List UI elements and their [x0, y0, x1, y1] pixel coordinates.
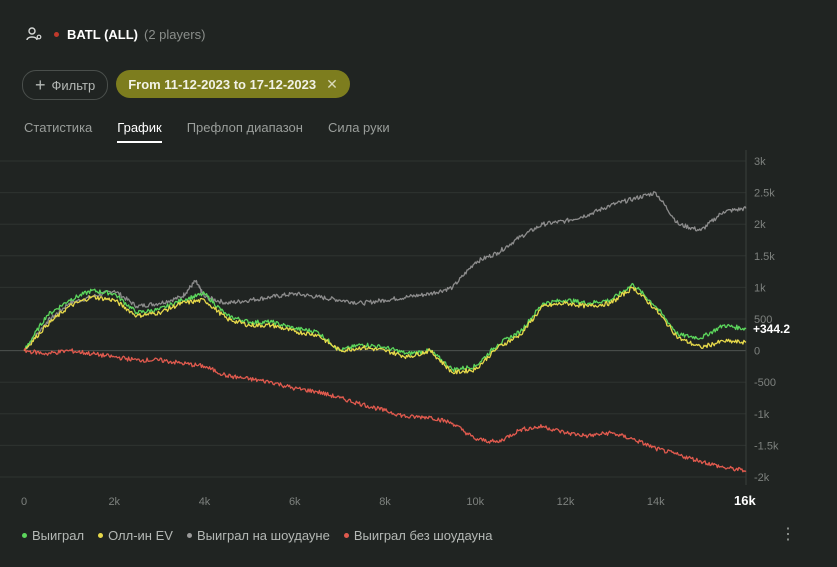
header: BATL (ALL) (2 players)	[26, 24, 205, 44]
y-tick-label: 500	[754, 314, 772, 326]
series-line	[23, 347, 747, 473]
legend-item-non-showdown[interactable]: Выиграл без шоудауна	[343, 528, 493, 543]
legend-dot	[22, 533, 27, 538]
add-filter-label: Фильтр	[51, 77, 96, 93]
series-line	[23, 191, 747, 351]
more-vertical-icon[interactable]: ⋮	[780, 526, 796, 543]
legend-label: Выиграл без шоудауна	[353, 528, 493, 543]
y-tick-label: 2k	[754, 219, 766, 231]
legend-item-won[interactable]: Выиграл	[22, 528, 84, 543]
x-tick-label: 4k	[199, 496, 211, 508]
legend-item-showdown[interactable]: Выиграл на шоудауне	[186, 528, 330, 543]
tab-graph[interactable]: График	[117, 120, 162, 143]
user-settings-icon[interactable]	[26, 26, 42, 42]
x-tick-label: 10k	[466, 496, 484, 508]
legend-label: Олл-ин EV	[108, 528, 173, 543]
x-tick-label: 16k	[734, 493, 756, 508]
date-range-label: From 11-12-2023 to 17-12-2023	[128, 76, 317, 92]
date-range-chip[interactable]: From 11-12-2023 to 17-12-2023 ✕	[116, 70, 350, 98]
filter-bar: + Фильтр From 11-12-2023 to 17-12-2023 ✕	[22, 70, 350, 100]
legend-label: Выиграл	[32, 528, 85, 543]
x-tick-label: 14k	[647, 496, 665, 508]
series-line	[23, 286, 747, 375]
y-tick-label: 3k	[754, 156, 766, 168]
legend-dot	[186, 533, 192, 538]
x-tick-label: 2k	[108, 496, 120, 508]
results-chart: 3k 2.5k 2k 1.5k 1k 500 0 -500 -1k -1.5k -2k 0 2k 4k 6k…	[0, 150, 790, 508]
legend-label: Выиграл на шоудауне	[196, 528, 330, 543]
status-dot	[54, 31, 59, 37]
tab-hand-strength[interactable]: Сила руки	[327, 120, 390, 135]
chart-legend: Выиграл Олл-ин EV Выиграл на шоудауне Вы…	[22, 528, 492, 543]
tab-statistics[interactable]: Статистика	[24, 120, 93, 135]
legend-dot	[343, 533, 349, 538]
legend-dot	[98, 533, 104, 538]
players-count: (2 players)	[144, 26, 206, 42]
x-tick-label: 8k	[379, 496, 391, 508]
x-tick-label: 6k	[289, 496, 301, 508]
add-filter-button[interactable]: + Фильтр	[22, 70, 109, 100]
x-tick-label: 12k	[557, 496, 575, 508]
legend-item-allin-ev[interactable]: Олл-ин EV	[98, 528, 173, 543]
plus-icon: +	[35, 75, 46, 95]
y-tick-label: -1k	[754, 409, 770, 421]
y-tick-label: -2k	[754, 472, 770, 484]
tab-preflop-range[interactable]: Префлоп диапазон	[186, 120, 303, 135]
final-value-label: +344.2	[753, 322, 790, 336]
series-line	[23, 282, 747, 373]
y-tick-label: 0	[754, 346, 760, 358]
y-tick-label: -500	[754, 377, 776, 389]
y-tick-label: 1.5k	[754, 251, 775, 263]
tab-bar: Статистика График Префлоп диапазон Сила …	[24, 120, 390, 143]
y-tick-label: 1k	[754, 282, 766, 294]
x-tick-label: 0	[21, 496, 27, 508]
y-tick-label: 2.5k	[754, 188, 775, 200]
close-icon[interactable]: ✕	[326, 75, 338, 92]
y-tick-label: -1.5k	[754, 440, 779, 452]
table-name: BATL (ALL)	[67, 26, 138, 42]
